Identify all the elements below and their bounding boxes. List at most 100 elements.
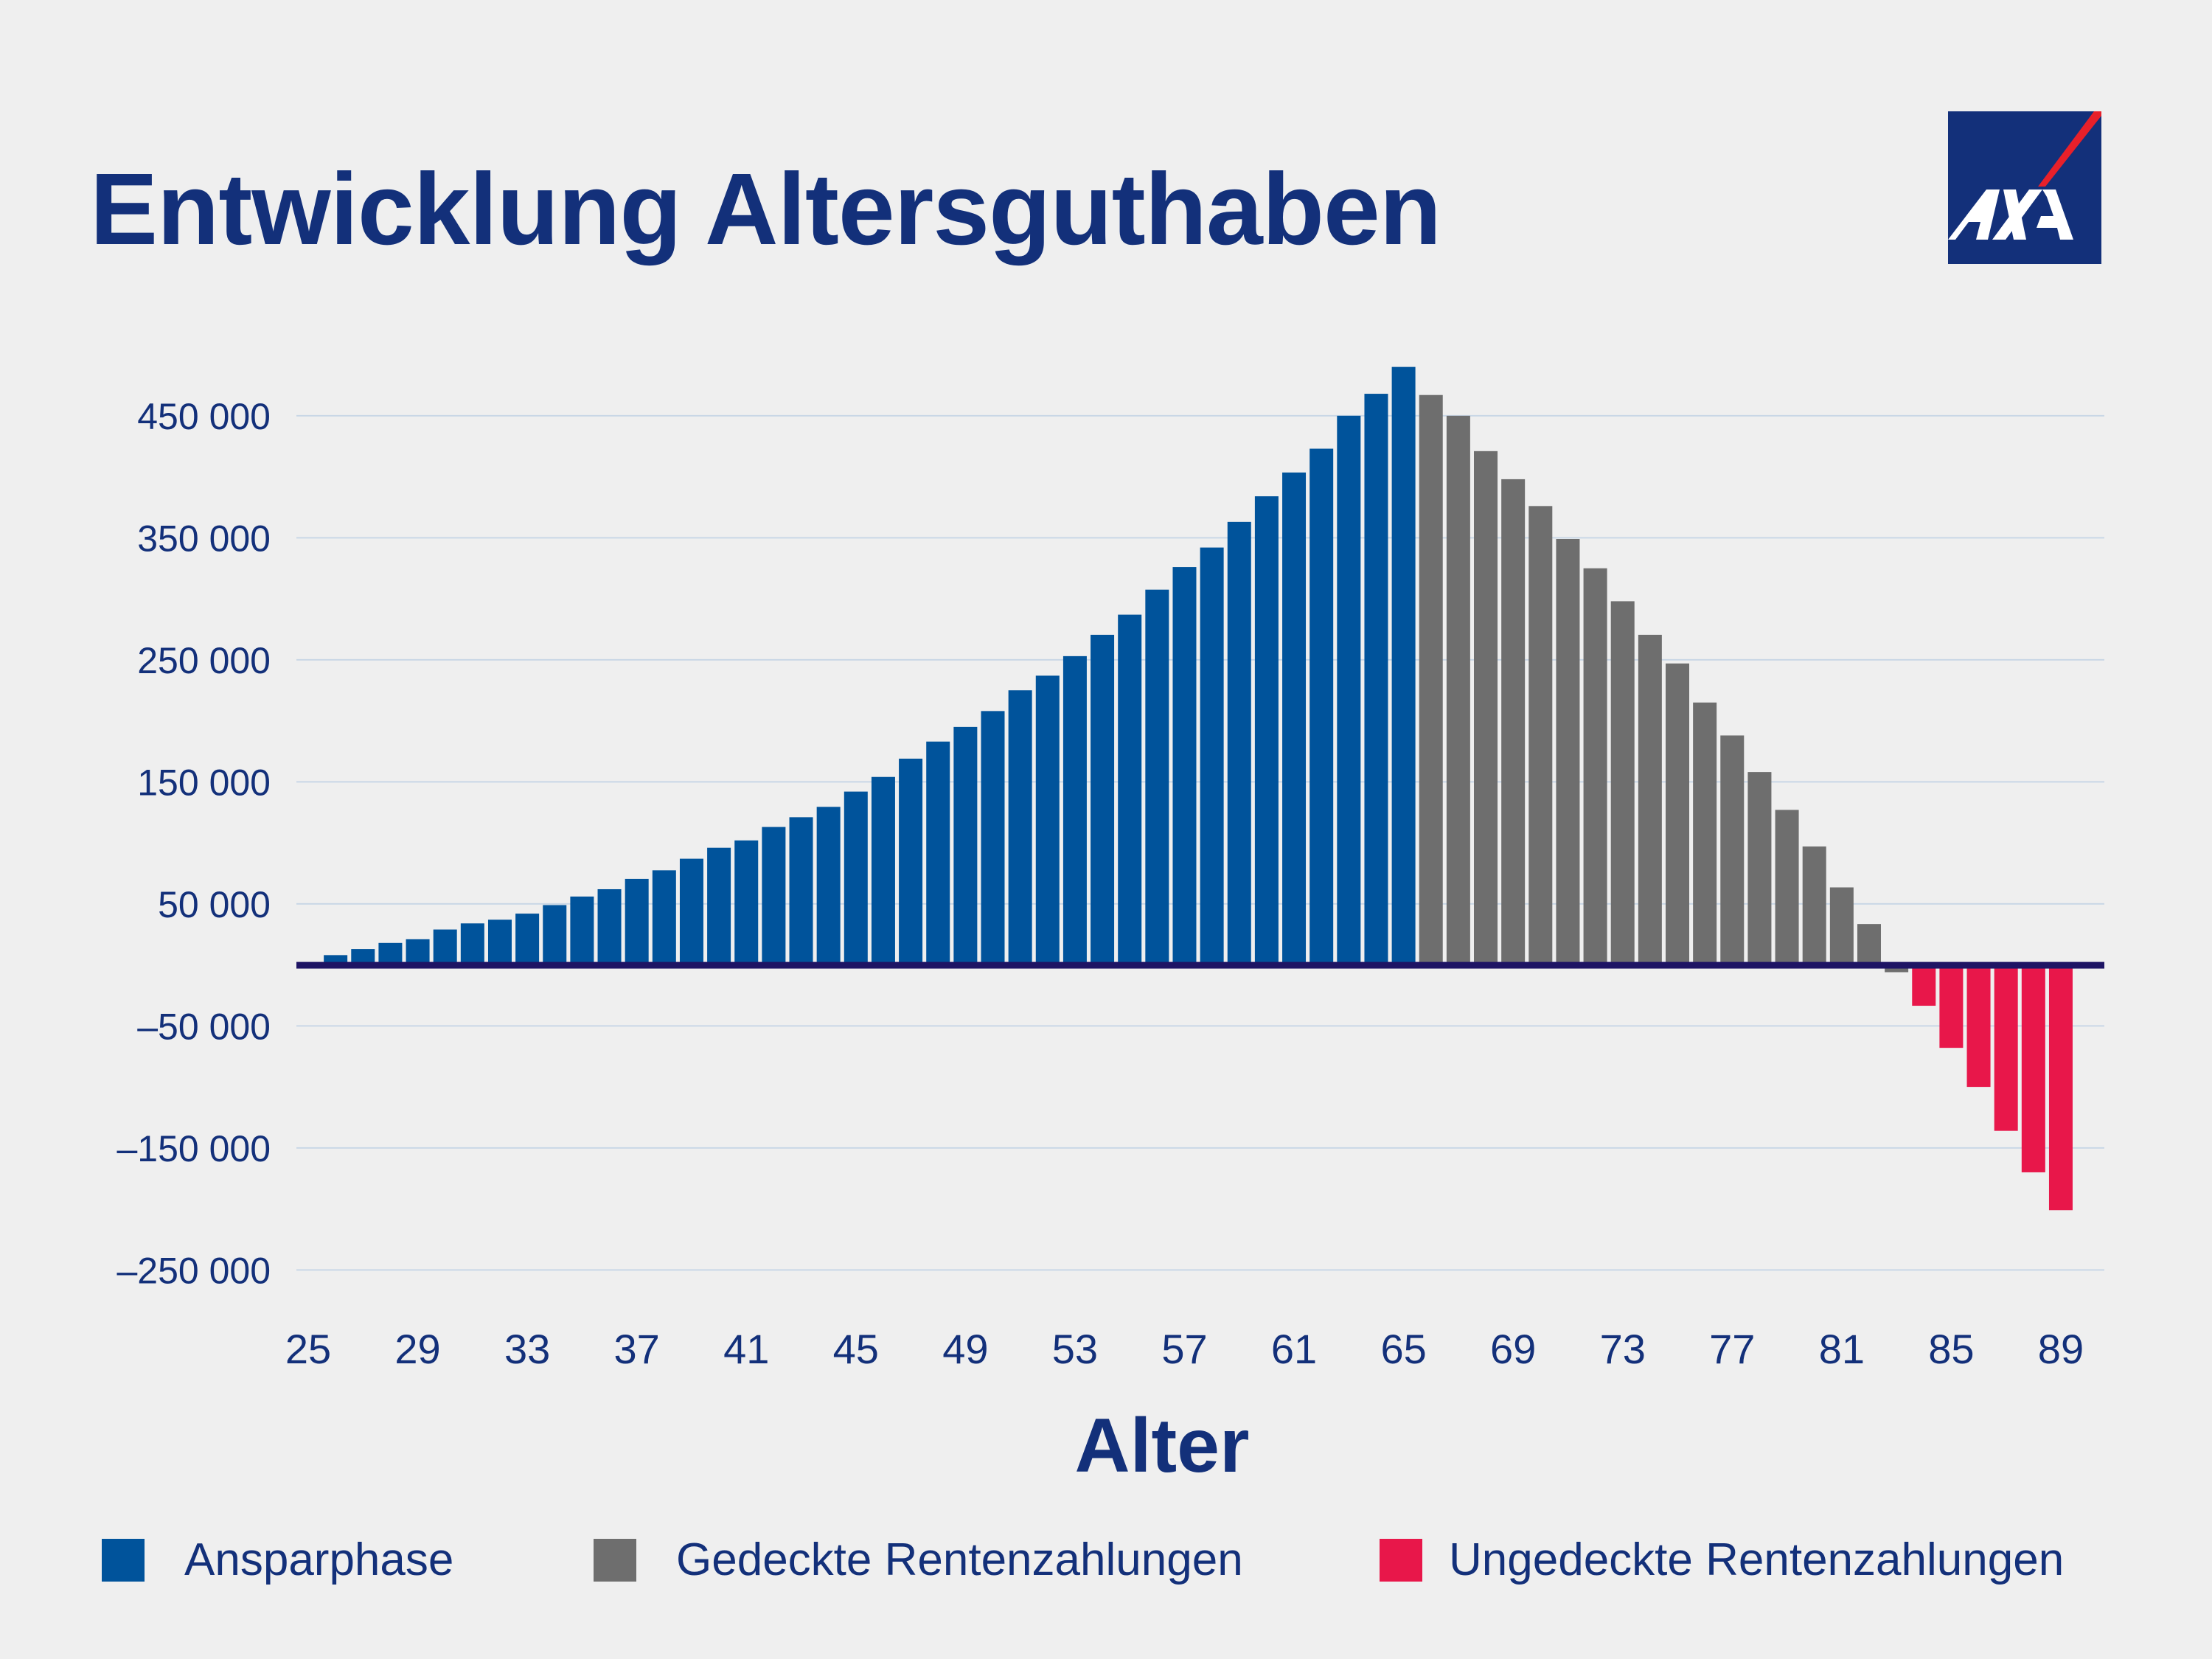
bar-age-59 [1227,521,1251,965]
y-tick-label: –150 000 [116,1128,271,1169]
x-tick-label: 41 [723,1326,769,1372]
bar-age-69 [1501,479,1526,965]
bar-age-63 [1337,415,1361,965]
axa-logo [1948,111,2101,264]
bar-age-61 [1282,472,1307,965]
bar-age-66 [1419,394,1443,965]
bar-age-58 [1200,547,1224,965]
zero-line [296,961,2104,969]
legend: Ansparphase Gedeckte Rentenzahlungen Ung… [0,1534,2212,1593]
bar-age-40 [707,847,731,965]
bar-age-39 [679,858,703,965]
bar-age-44 [816,807,841,965]
bar-age-33 [515,914,540,965]
bar-age-31 [460,923,484,965]
bar-age-68 [1474,451,1498,965]
bar-age-37 [625,878,649,965]
x-tick-label: 33 [504,1326,550,1372]
bar-age-71 [1556,539,1580,965]
bar-age-86 [1966,964,1991,1088]
legend-item-ungedeckt: Ungedeckte Rentenzahlungen [1380,1534,2064,1586]
bar-age-46 [871,776,895,965]
x-axis-label: Alter [1075,1403,1250,1489]
x-tick-label: 77 [1709,1326,1755,1372]
legend-item-gedeckt: Gedeckte Rentenzahlungen [594,1534,1243,1586]
bar-age-49 [953,726,978,965]
bar-age-36 [597,888,622,965]
bar-age-47 [899,758,923,965]
bar-age-78 [1747,772,1772,965]
bar-age-43 [789,817,813,965]
legend-label: Ansparphase [184,1534,454,1585]
bar-age-62 [1310,448,1334,965]
bar-age-74 [1638,634,1662,965]
legend-label: Gedeckte Rentenzahlungen [676,1534,1243,1585]
bar-age-65 [1391,366,1416,965]
bar-age-55 [1118,614,1142,965]
bar-age-64 [1364,394,1388,965]
x-tick-label: 73 [1600,1326,1646,1372]
bar-age-53 [1062,655,1087,965]
legend-label: Ungedeckte Rentenzahlungen [1449,1534,2065,1585]
legend-swatch [102,1538,145,1582]
x-tick-label: 53 [1052,1326,1098,1372]
bar-age-81 [1829,887,1854,965]
bar-age-89 [2048,964,2073,1211]
bar-age-76 [1693,702,1717,965]
bar-age-84 [1912,964,1936,1006]
x-tick-label: 29 [394,1326,440,1372]
y-tick-label: 150 000 [137,762,271,803]
bar-age-67 [1446,415,1470,965]
bar-age-32 [487,919,512,965]
bar-age-75 [1666,663,1689,965]
bar-age-72 [1583,568,1607,965]
page-title: Entwicklung Altersguthaben [90,153,1441,266]
legend-swatch [594,1538,636,1582]
y-tick-label: 450 000 [137,396,271,437]
bar-age-85 [1939,964,1964,1048]
bar-age-87 [1994,964,2018,1131]
bar-age-35 [570,896,594,965]
bar-age-88 [2021,964,2045,1172]
bar-age-27 [351,949,375,965]
bar-age-80 [1802,846,1826,965]
x-tick-label: 37 [614,1326,660,1372]
x-tick-label: 81 [1819,1326,1865,1372]
bar-age-51 [1008,690,1032,965]
x-tick-label: 89 [2038,1326,2084,1372]
bar-age-28 [378,942,403,965]
x-tick-label: 25 [285,1326,331,1372]
bar-age-38 [652,870,676,965]
y-tick-label: 50 000 [158,884,271,925]
x-tick-label: 49 [942,1326,988,1372]
bar-age-48 [926,741,950,965]
bar-age-56 [1145,589,1169,965]
x-tick-label: 65 [1380,1326,1426,1372]
bar-age-34 [543,905,567,965]
bar-age-29 [406,939,430,965]
legend-item-ansparphase: Ansparphase [102,1534,453,1586]
bar-age-73 [1610,601,1635,965]
bar-age-70 [1528,506,1553,965]
bar-age-79 [1775,810,1799,965]
bar-age-30 [433,929,457,965]
bar-age-82 [1857,924,1881,965]
bar-age-77 [1720,735,1745,965]
bar-age-42 [762,827,786,965]
x-tick-label: 45 [833,1326,879,1372]
y-tick-label: –50 000 [137,1006,271,1047]
y-tick-label: 350 000 [137,518,271,559]
x-tick-label: 61 [1271,1326,1317,1372]
x-tick-label: 85 [1928,1326,1974,1372]
bar-age-52 [1035,675,1060,965]
bar-age-45 [844,791,868,965]
x-tick-label: 57 [1161,1326,1207,1372]
bar-age-57 [1172,567,1197,965]
y-tick-label: 250 000 [137,640,271,681]
bar-age-50 [981,711,1005,965]
bar-age-54 [1091,634,1115,965]
bar-age-41 [734,840,759,965]
bar-age-60 [1254,496,1279,965]
legend-swatch [1380,1538,1422,1582]
